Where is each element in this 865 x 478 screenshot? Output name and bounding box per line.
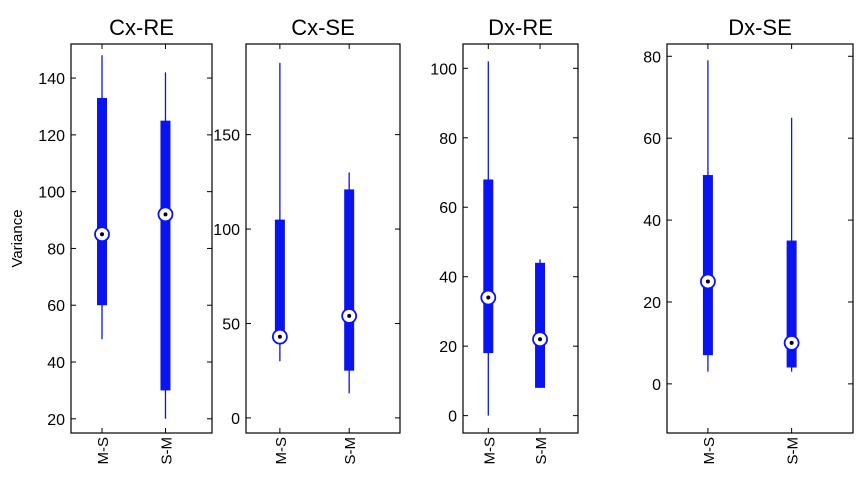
y-tick-label: 80 [643,49,661,66]
y-tick-label: 50 [222,316,240,333]
median-dot [705,279,710,284]
x-category-label: S-M [785,437,802,465]
median-dot [486,295,491,300]
y-tick-label: 40 [439,270,457,287]
y-tick-label: 80 [47,241,65,258]
panel-frame [462,43,579,434]
y-tick-label: 0 [231,411,240,428]
y-tick-label: 100 [213,222,240,239]
x-category-label: S-M [342,437,359,465]
y-tick-label: 40 [643,213,661,230]
median-dot [538,337,543,342]
y-tick-label: 60 [47,298,65,315]
x-category-label: M-S [95,437,112,465]
y-tick-label: 80 [439,131,457,148]
iqr-box [786,240,797,368]
y-tick-label: 150 [213,128,240,145]
median-dot [163,212,168,217]
iqr-box [274,219,285,343]
panel-frame [666,43,854,434]
panel-title: Dx-RE [488,15,553,40]
panel-frame [245,43,401,434]
iqr-box [702,175,713,356]
y-tick-label: 0 [448,409,457,426]
median-dot [277,334,282,339]
y-tick-label: 20 [643,295,661,312]
iqr-box [535,262,546,388]
iqr-box [344,189,355,371]
y-tick-label: 60 [439,200,457,217]
y-tick-label: 100 [430,61,457,78]
y-tick-label: 60 [643,131,661,148]
y-axis-label: Variance [9,209,26,267]
x-category-label: M-S [701,437,718,465]
y-tick-label: 0 [652,377,661,394]
y-tick-label: 20 [439,339,457,356]
panel-frame [70,43,213,434]
iqr-box [97,97,108,306]
panel-title: Dx-SE [728,15,792,40]
panel-title: Cx-RE [109,15,174,40]
median-dot [347,313,352,318]
y-tick-label: 100 [38,185,65,202]
median-dot [789,340,794,345]
iqr-box [483,179,494,354]
x-category-label: S-M [533,437,550,465]
y-tick-label: 140 [38,71,65,88]
y-tick-label: 120 [38,128,65,145]
y-tick-label: 40 [47,355,65,372]
panel-title: Cx-SE [291,15,355,40]
x-category-label: S-M [158,437,175,465]
x-category-label: M-S [273,437,290,465]
y-tick-label: 20 [47,412,65,429]
iqr-box [160,120,171,391]
x-category-label: M-S [481,437,498,465]
median-dot [100,232,105,237]
